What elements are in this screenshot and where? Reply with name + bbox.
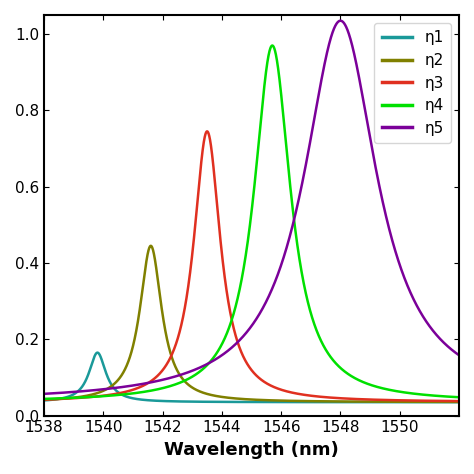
η3 [404, 398, 410, 403]
η1 [110, 384, 116, 390]
η1 [369, 399, 375, 405]
η4 [202, 365, 208, 370]
η3 [204, 128, 210, 134]
η4 [110, 392, 116, 398]
η3 [202, 134, 208, 139]
η2 [148, 243, 154, 249]
η1 [95, 350, 100, 356]
η3 [27, 397, 32, 403]
η1 [27, 398, 32, 404]
η4 [27, 396, 32, 402]
η4 [325, 351, 331, 356]
η5 [404, 282, 410, 287]
η3 [369, 397, 375, 402]
η2 [202, 391, 208, 396]
η5 [369, 146, 375, 152]
η4 [302, 286, 308, 292]
X-axis label: Wavelength (nm): Wavelength (nm) [164, 441, 339, 459]
η3 [325, 394, 331, 400]
η5 [110, 385, 116, 391]
η3 [302, 392, 308, 398]
η5 [27, 392, 32, 397]
η4 [369, 383, 375, 388]
Line: η4: η4 [29, 46, 474, 399]
η5 [337, 18, 343, 24]
η2 [369, 399, 375, 404]
Line: η3: η3 [29, 131, 474, 401]
η2 [110, 383, 116, 388]
Legend: η1, η2, η3, η4, η5: η1, η2, η3, η4, η5 [374, 23, 451, 144]
η4 [404, 390, 410, 396]
η2 [404, 399, 410, 405]
η1 [302, 399, 308, 405]
η5 [325, 46, 331, 51]
η1 [202, 399, 208, 405]
η2 [302, 398, 308, 404]
Line: η1: η1 [29, 353, 474, 402]
η1 [404, 399, 410, 405]
η5 [202, 363, 208, 368]
η4 [270, 43, 275, 48]
Line: η2: η2 [29, 246, 474, 402]
η1 [325, 399, 331, 405]
η3 [110, 392, 116, 397]
Line: η5: η5 [29, 21, 474, 394]
η2 [27, 398, 32, 403]
η2 [325, 399, 331, 404]
η5 [302, 167, 308, 173]
